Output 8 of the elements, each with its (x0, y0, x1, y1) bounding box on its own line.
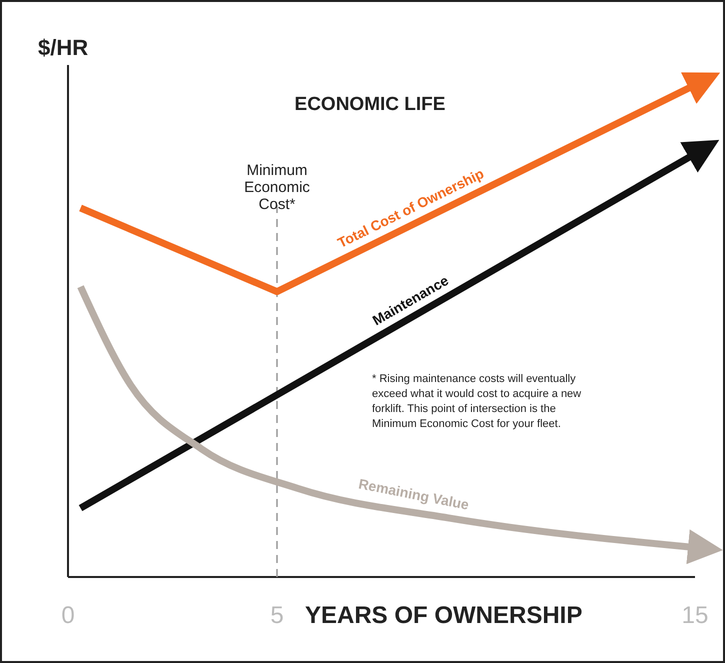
x-axis-title: YEARS OF OWNERSHIP (305, 602, 582, 629)
x-tick-label: 0 (61, 602, 75, 629)
x-tick-label: 15 (682, 602, 708, 629)
annotation: * Rising maintenance costs will eventually exceed what it would cost to acquire a new forklift. This point of intersection is the Minimum Economic Cost for your fleet. (372, 373, 582, 430)
x-tick-label: 5 (270, 602, 284, 629)
y-axis-title: $/HR (38, 35, 88, 60)
text: ECONOMIC LIFE (294, 94, 446, 115)
ref-line-label: Minimum Economic Cost* (244, 162, 310, 213)
